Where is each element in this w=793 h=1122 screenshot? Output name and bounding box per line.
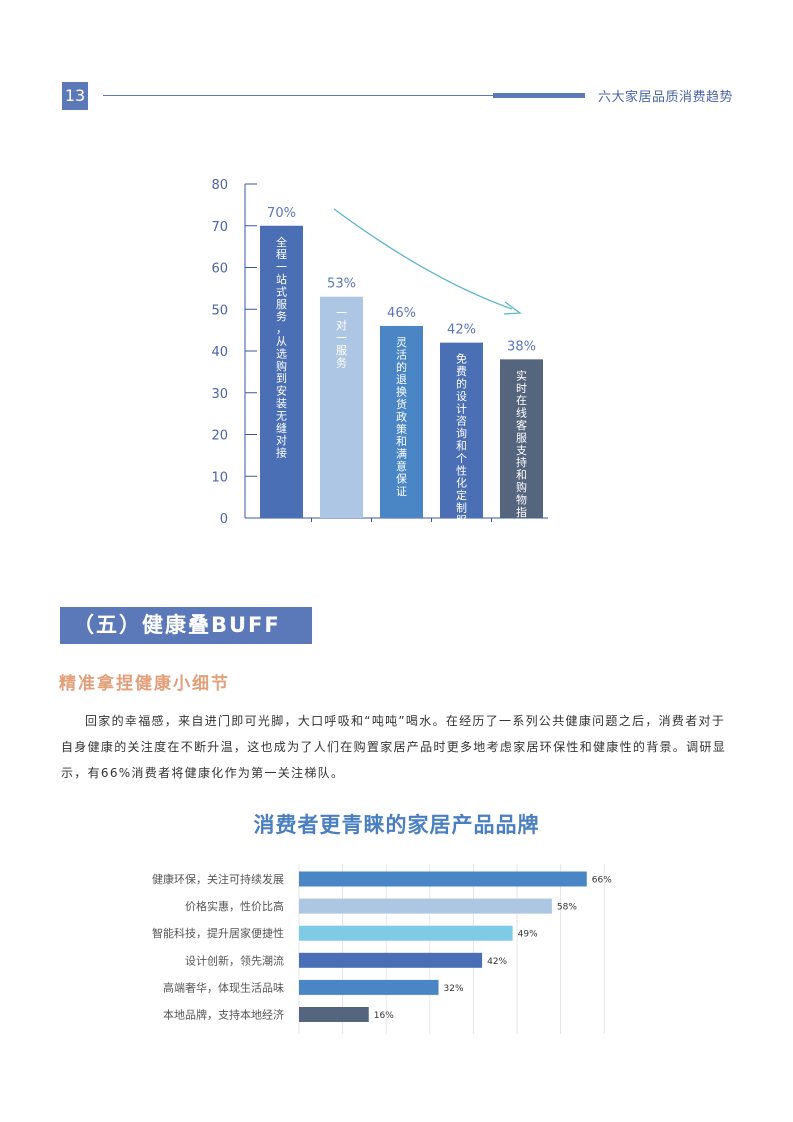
data-label: 32%	[444, 984, 464, 994]
bar	[500, 359, 543, 518]
bar	[380, 325, 423, 518]
data-label: 53%	[327, 277, 356, 292]
body-paragraph: 回家的幸福感，来自进门即可光脚，大口呼吸和“吨吨”喝水。在经历了一系列公共健康问…	[61, 714, 727, 780]
section-subtitle: 精准拿捏健康小细节	[59, 674, 230, 694]
y-tick-label: 20	[211, 429, 228, 444]
data-label: 70%	[267, 206, 296, 221]
category-label: 智能科技，提升居家便捷性	[152, 926, 284, 940]
brand-preference-bar-chart: 66% 健康环保，关注可持续发展 58% 价格实惠，性价比高 49% 智能科技，提升居家便…	[152, 864, 612, 1034]
header-divider-accent	[493, 93, 585, 98]
bar	[299, 979, 439, 995]
trend-arrow	[333, 208, 513, 310]
section-title: （五）健康叠BUFF	[73, 613, 281, 637]
y-tick-label: 10	[211, 470, 228, 485]
service-bar-chart: 0 10 20 30 40 50 60 70 80 70% 全程一站式服务，从选购到安装无缝对接 53…	[211, 178, 548, 540]
brand-chart-title: 消费者更青睐的家居产品品牌	[253, 813, 540, 837]
y-tick-label: 70	[211, 220, 228, 235]
category-label: 免费的设计咨询和个性化定制服务	[456, 352, 467, 540]
data-label: 49%	[518, 930, 538, 940]
header-title: 六大家居品质消费趋势	[598, 90, 734, 105]
y-tick-label: 30	[211, 387, 228, 402]
category-label: 本地品牌，支持本地经济	[163, 1008, 284, 1022]
bar	[299, 925, 513, 941]
bar	[299, 871, 587, 887]
category-label: 一对一服务	[336, 307, 347, 370]
bar	[299, 898, 552, 914]
category-label: 实时在线客服支持和购物指南	[516, 368, 527, 531]
y-tick-label: 50	[211, 303, 228, 318]
y-tick-label: 80	[211, 178, 228, 193]
section-title-box	[60, 607, 312, 644]
data-label: 66%	[592, 876, 612, 886]
trend-arrow-head	[503, 301, 522, 315]
data-label: 46%	[387, 306, 416, 321]
bar	[260, 225, 303, 518]
data-label: 42%	[487, 957, 507, 967]
data-label: 38%	[507, 339, 536, 354]
y-tick-label: 60	[211, 262, 228, 277]
category-label: 健康环保，关注可持续发展	[152, 872, 284, 886]
bar	[299, 1007, 369, 1022]
bar	[440, 342, 483, 518]
category-label: 高端奢华，体现生活品味	[163, 980, 284, 994]
data-label: 16%	[374, 1011, 394, 1021]
y-tick-label: 0	[220, 512, 228, 527]
bar	[320, 296, 363, 518]
header-divider	[103, 95, 585, 96]
category-label: 全程一站式服务，从选购到安装无缝对接	[276, 235, 287, 460]
category-label: 价格实惠，性价比高	[185, 899, 284, 913]
category-label: 设计创新，领先潮流	[185, 953, 284, 967]
data-label: 58%	[557, 903, 577, 913]
page-number: 13	[62, 82, 88, 110]
bar	[299, 952, 483, 968]
data-label: 42%	[447, 323, 476, 338]
category-label: 灵活的退换货政策和满意保证	[396, 336, 407, 498]
y-tick-label: 40	[211, 345, 228, 360]
